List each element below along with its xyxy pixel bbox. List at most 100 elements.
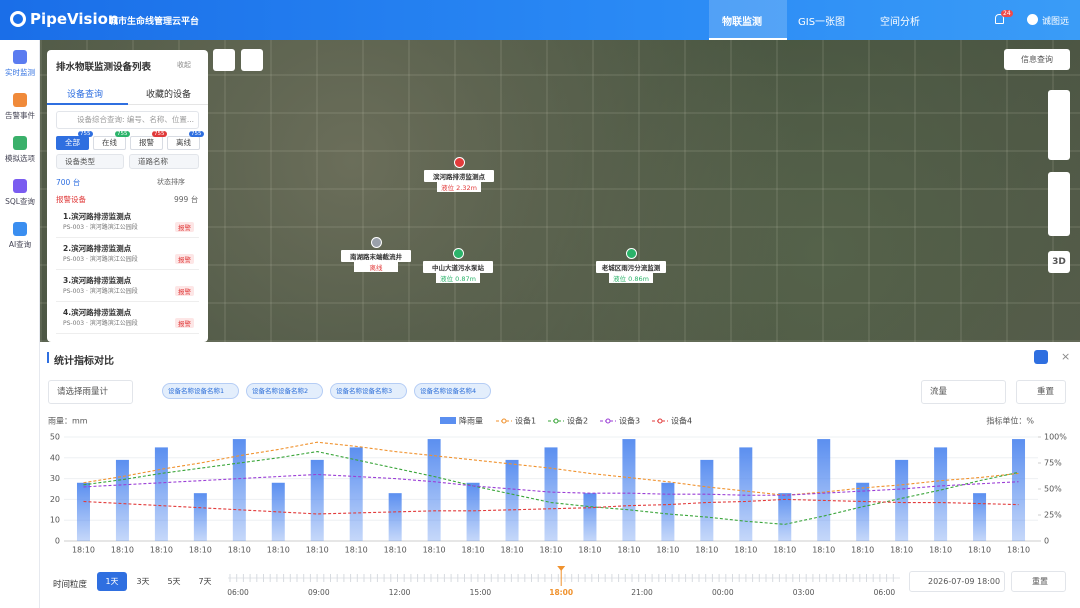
dropdown[interactable]: 道路名称 [129, 154, 199, 169]
tab[interactable]: 设备查询 [67, 90, 104, 100]
span-button[interactable]: 5天 [159, 572, 189, 591]
x-tick-label: 18:10 [617, 546, 640, 555]
marker[interactable] [626, 248, 637, 259]
title-bar [47, 352, 49, 363]
bar [193, 493, 207, 541]
filter-count: 755 [115, 131, 130, 137]
sort[interactable]: 状态排序 [157, 178, 185, 186]
y2-axis-label: 指标单位：% [986, 416, 1034, 426]
x-tick-label: 18:10 [150, 546, 173, 555]
item-line [56, 237, 199, 238]
marker[interactable] [454, 157, 465, 168]
bar [778, 493, 792, 541]
view-3d[interactable]: 3D [1048, 251, 1070, 273]
x-tick-label: 18:10 [72, 546, 95, 555]
device-tag[interactable]: 设备名称设备名称1 [162, 383, 240, 399]
sidebar-item[interactable]: 模拟选项 [0, 136, 40, 164]
legend-button[interactable] [241, 49, 263, 71]
timeline-cursor [557, 566, 566, 571]
span-button[interactable]: 3天 [128, 572, 158, 591]
map[interactable]: 信息查询 3D 滨河路排涝监测点 液位 2.32m 南湖路末端截流井 离线 中山大道污水… [40, 40, 1080, 342]
bar [817, 439, 831, 541]
item-status: 报警 [175, 286, 194, 296]
nav-tab[interactable]: 空间分析 [880, 17, 920, 28]
filter[interactable]: 在线 [93, 136, 126, 150]
marker-name: 老城区雨污分流监测 [596, 261, 666, 273]
filter[interactable]: 离线 [167, 136, 200, 150]
sidebar-item[interactable]: 告警事件 [0, 93, 40, 121]
bar [76, 482, 90, 541]
filter[interactable]: 全部 [56, 136, 89, 150]
sidebar-item[interactable]: 实时监测 [0, 50, 40, 78]
info-button[interactable]: 信息查询 [1004, 49, 1070, 70]
marker[interactable] [453, 248, 464, 259]
bar [661, 482, 675, 541]
time-reset[interactable]: 重置 [1011, 571, 1066, 592]
x-tick-label: 18:10 [578, 546, 601, 555]
item-name[interactable]: 1.滨河路排涝监测点 [63, 212, 132, 221]
marker-status: 离线 [354, 262, 398, 272]
sidebar-item[interactable]: SQL查询 [0, 179, 40, 207]
collapse[interactable]: 收起 [177, 61, 191, 69]
x-tick-label: 18:10 [695, 546, 718, 555]
x-tick-label: 18:10 [306, 546, 329, 555]
y-tick-label: 40 [50, 453, 60, 462]
device-tag[interactable]: 设备名称设备名称2 [246, 383, 324, 399]
sidebar-icon [13, 136, 27, 150]
dropdown[interactable]: 设备类型 [56, 154, 124, 169]
stats-title: 统计指标对比 [54, 356, 114, 367]
filter-count: 755 [189, 131, 204, 137]
x-tick-label: 18:10 [462, 546, 485, 555]
bar [739, 447, 753, 541]
tab[interactable]: 收藏的设备 [146, 90, 192, 100]
legend-dot [605, 418, 611, 424]
logo: PipeVision [30, 10, 119, 28]
tool-group[interactable] [1048, 90, 1070, 160]
x-tick-label: 18:10 [228, 546, 251, 555]
legend-label: 设备4 [671, 416, 692, 426]
panel-title: 排水物联监测设备列表 [56, 62, 152, 73]
item-location: PS-003 · 滨河路滨江公园段 [63, 288, 138, 295]
sidebar-label: 告警事件 [5, 111, 35, 120]
bar [310, 459, 324, 541]
x-tick-label: 18:10 [773, 546, 796, 555]
item-name[interactable]: 3.滨河路排涝监测点 [63, 276, 132, 285]
timeline-label: 03:00 [793, 588, 815, 597]
bell[interactable] [995, 14, 1004, 24]
span-button[interactable]: 7天 [190, 572, 220, 591]
nav-tab[interactable]: GIS一张图 [798, 17, 846, 28]
bar [388, 493, 402, 541]
span-button[interactable]: 1天 [97, 572, 127, 591]
legend-dot [553, 418, 559, 424]
metric-select[interactable]: 流量 [921, 380, 1006, 404]
sidebar-label: 实时监测 [5, 68, 35, 77]
marker[interactable] [371, 237, 382, 248]
y2-tick-label: 75% [1044, 459, 1062, 468]
device-tag[interactable]: 设备名称设备名称4 [414, 383, 492, 399]
tool-group[interactable] [1048, 172, 1070, 236]
item-status: 报警 [175, 318, 194, 328]
user[interactable]: 诚图远 [1042, 17, 1070, 27]
layer-button[interactable] [213, 49, 235, 71]
date[interactable]: 2026-07-09 18:00 [909, 571, 1005, 592]
item-name[interactable]: 4.滨河路排涝监测点 [63, 308, 132, 317]
bar [544, 447, 558, 541]
filter[interactable]: 报警 [130, 136, 163, 150]
gauge-select[interactable]: 请选择雨量计 [48, 380, 133, 404]
nav-tab[interactable]: 物联监测 [722, 17, 762, 28]
nav-active[interactable] [709, 0, 787, 40]
expand[interactable] [1034, 350, 1048, 364]
item-status: 报警 [175, 222, 194, 232]
sidebar-icon [13, 222, 27, 236]
reset[interactable]: 重置 [1016, 380, 1066, 404]
close[interactable]: × [1061, 350, 1071, 363]
item-name[interactable]: 2.滨河路排涝监测点 [63, 244, 132, 253]
item-location: PS-003 · 滨河路滨江公园段 [63, 320, 138, 327]
header: PipeVision 城市生命线管理云平台 物联监测 GIS一张图 空间分析 2… [0, 0, 1080, 40]
sidebar-item[interactable]: AI查询 [0, 222, 40, 250]
item-line [56, 269, 199, 270]
legend-label: 设备2 [567, 416, 588, 426]
search[interactable]: 设备综合查询: 编号、名称、位置... [56, 111, 199, 129]
y-tick-label: 0 [55, 537, 60, 546]
device-tag[interactable]: 设备名称设备名称3 [330, 383, 408, 399]
